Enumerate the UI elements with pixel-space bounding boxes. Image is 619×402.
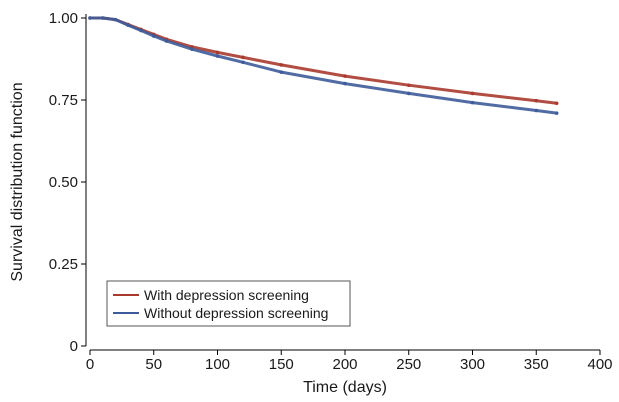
x-axis-title: Time (days) <box>303 379 387 396</box>
series-point <box>241 55 245 60</box>
legend-label-with-screening: With depression screening <box>144 287 309 303</box>
x-tick-label: 300 <box>460 356 485 373</box>
y-tick-label: 0 <box>70 338 78 355</box>
y-tick-label: 0.25 <box>49 256 78 273</box>
y-tick-label: 0.75 <box>49 92 78 109</box>
x-tick-label: 350 <box>524 356 549 373</box>
series-point <box>164 39 169 43</box>
series-point <box>113 17 118 22</box>
y-axis-title: Survival distribution function <box>9 82 26 281</box>
series-point <box>88 16 92 20</box>
legend-label-without-screening: Without depression screening <box>144 305 328 321</box>
series-line-1 <box>88 16 559 115</box>
legend-box <box>106 280 351 327</box>
x-tick-label: 50 <box>145 356 162 373</box>
x-tick-label: 150 <box>269 356 294 373</box>
series-point <box>100 16 105 20</box>
x-tick-label: 400 <box>587 356 612 373</box>
series-point <box>470 91 475 96</box>
x-tick-label: 100 <box>205 356 230 373</box>
series-point <box>406 83 411 88</box>
series-point <box>241 60 245 65</box>
series-point <box>343 74 347 78</box>
series-point <box>151 34 156 38</box>
series-line-0 <box>88 16 559 105</box>
y-tick-label: 0.50 <box>49 174 78 191</box>
series-point <box>126 23 131 28</box>
series-point <box>406 91 411 96</box>
series-point <box>554 111 559 115</box>
series-point <box>534 108 539 113</box>
series-point <box>190 47 194 51</box>
series-point <box>470 100 475 105</box>
series-point <box>215 50 220 55</box>
series-layer <box>88 16 559 115</box>
series-point <box>139 28 143 33</box>
legend: With depression screening Without depres… <box>106 280 351 327</box>
series-point <box>534 98 539 103</box>
y-tick-label: 1.00 <box>49 10 78 27</box>
x-tick-label: 250 <box>396 356 421 373</box>
x-tick-label: 0 <box>86 356 94 373</box>
chart-axes: 0 50 100 150 200 250 300 350 400 0 0.25 0.50 0.75 1.0… <box>49 10 613 373</box>
x-tick-label: 200 <box>332 356 357 373</box>
series-point <box>343 81 347 86</box>
series-point <box>279 63 284 67</box>
series-point <box>215 54 220 58</box>
series-point <box>554 101 559 106</box>
series-point <box>279 70 284 74</box>
